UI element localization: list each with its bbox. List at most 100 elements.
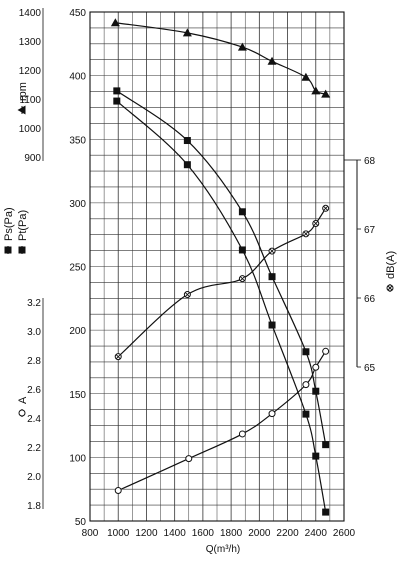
pt-point bbox=[238, 208, 246, 216]
current-line bbox=[117, 350, 327, 492]
rpm-tick-label: 1400 bbox=[19, 8, 42, 19]
rpm-point bbox=[182, 28, 192, 37]
rpm-axis-label-group: rpm bbox=[17, 82, 29, 115]
pt-axis-label-glyph bbox=[18, 246, 26, 254]
rpm-tick-label: 900 bbox=[24, 153, 41, 164]
x-axis: 800 1000 1200 1400 1600 1800 2000 2200 2400 2600 Q… bbox=[82, 528, 356, 555]
ps-axis-label-glyph bbox=[4, 246, 12, 254]
x-tick-label: 1800 bbox=[220, 528, 243, 539]
ps-point bbox=[113, 97, 121, 105]
noise-point bbox=[313, 221, 319, 226]
pressure-tick-label: 200 bbox=[69, 326, 86, 337]
rpm-point bbox=[110, 18, 120, 27]
rpm-point bbox=[321, 89, 331, 98]
pressure-tick-label: 400 bbox=[69, 72, 86, 83]
pressure-tick-label: 300 bbox=[69, 199, 86, 210]
pressure-tick-label: 250 bbox=[69, 263, 86, 274]
current-tick-label: 2.6 bbox=[27, 385, 41, 396]
noise-tick-label: 65 bbox=[364, 363, 376, 374]
pt-axis-label: Pt(Pa) bbox=[17, 210, 29, 241]
x-tick-label: 1200 bbox=[135, 528, 158, 539]
current-point bbox=[185, 455, 193, 463]
rpm-tick-label: 1300 bbox=[19, 37, 42, 48]
pressure-tick-label: 150 bbox=[69, 390, 86, 401]
pt-point bbox=[268, 273, 276, 281]
ps-point bbox=[322, 508, 330, 516]
noise-tick-label: 68 bbox=[364, 156, 376, 167]
current-tick-label: 2.2 bbox=[27, 443, 41, 454]
x-tick-label: 2200 bbox=[276, 528, 299, 539]
noise-axis: 65 66 67 68 bbox=[344, 156, 376, 374]
current-axis-label-group: A bbox=[17, 396, 29, 417]
noise-point bbox=[115, 354, 121, 359]
rpm-tick-label: 1000 bbox=[19, 124, 42, 135]
pressure-tick-label: 100 bbox=[69, 453, 86, 464]
x-axis-label: Q(m³/h) bbox=[206, 544, 240, 555]
current-axis-label: A bbox=[17, 396, 29, 404]
noise-point bbox=[269, 248, 275, 254]
ps-point bbox=[302, 410, 310, 418]
ps-point bbox=[312, 452, 320, 460]
rpm-point bbox=[311, 86, 321, 95]
noise-axis-label-group: dB(A) bbox=[385, 251, 397, 292]
ps-point bbox=[183, 161, 191, 169]
current-tick-label: 1.8 bbox=[27, 501, 41, 512]
current-point bbox=[238, 430, 246, 438]
x-tick-label: 1600 bbox=[192, 528, 215, 539]
pt-line bbox=[116, 90, 327, 445]
plot-frame bbox=[89, 11, 345, 522]
rpm-point bbox=[237, 42, 247, 51]
noise-point bbox=[323, 205, 328, 211]
rpm-tick-label: 1200 bbox=[19, 66, 42, 77]
ps-axis-label: Ps(Pa) bbox=[3, 207, 15, 241]
pt-axis-label-group: Pt(Pa) bbox=[17, 210, 29, 254]
x-tick-label: 2600 bbox=[333, 528, 356, 539]
pt-point bbox=[302, 348, 310, 356]
x-tick-label: 1400 bbox=[164, 528, 187, 539]
left-axes: 50 100 150 200 250 300 350 400 450 900 1000 1100 120… bbox=[19, 8, 87, 528]
current-tick-label: 2.8 bbox=[27, 356, 41, 367]
noise-point bbox=[303, 231, 309, 237]
rpm-point bbox=[301, 72, 311, 81]
ps-point bbox=[268, 321, 276, 329]
current-point bbox=[302, 381, 310, 389]
current-point bbox=[114, 487, 122, 494]
rpm-point bbox=[267, 56, 277, 65]
grid bbox=[89, 11, 345, 522]
rpm-line bbox=[115, 22, 326, 95]
current-tick-label: 3.0 bbox=[27, 327, 41, 338]
rpm-tick-label: 1100 bbox=[19, 95, 41, 106]
ps-line bbox=[116, 100, 327, 513]
pressure-tick-label: 50 bbox=[75, 517, 87, 528]
pressure-tick-label: 450 bbox=[69, 8, 86, 19]
current-axis-label-glyph bbox=[18, 409, 26, 417]
x-tick-label: 1000 bbox=[107, 528, 130, 539]
pt-point bbox=[322, 441, 330, 449]
pt-point bbox=[183, 137, 191, 145]
noise-tick-label: 66 bbox=[364, 294, 376, 305]
x-tick-label: 2000 bbox=[248, 528, 271, 539]
noise-point bbox=[240, 276, 245, 281]
rpm-axis-label-glyph bbox=[17, 105, 26, 115]
x-tick-label: 800 bbox=[82, 528, 99, 539]
pressure-tick-label: 350 bbox=[69, 135, 86, 146]
ps-axis-label-group: Ps(Pa) bbox=[3, 207, 15, 254]
noise-tick-label: 67 bbox=[364, 225, 376, 236]
current-point bbox=[322, 347, 330, 355]
current-point bbox=[268, 410, 276, 418]
curves bbox=[110, 18, 331, 516]
pt-point bbox=[113, 87, 121, 95]
noise-axis-label-glyph bbox=[387, 285, 393, 291]
current-tick-label: 2.4 bbox=[27, 414, 41, 425]
current-tick-label: 3.2 bbox=[27, 298, 41, 309]
current-point bbox=[312, 363, 320, 371]
noise-axis-label: dB(A) bbox=[385, 251, 397, 279]
pt-point bbox=[312, 387, 320, 395]
rpm-axis-label: rpm bbox=[17, 82, 29, 101]
axis-labels: rpm Ps(Pa) Pt(Pa) AdB(A) bbox=[3, 82, 397, 417]
noise-point bbox=[185, 292, 190, 297]
current-tick-label: 2.0 bbox=[27, 472, 41, 483]
x-tick-label: 2400 bbox=[305, 528, 328, 539]
ps-point bbox=[238, 246, 246, 254]
